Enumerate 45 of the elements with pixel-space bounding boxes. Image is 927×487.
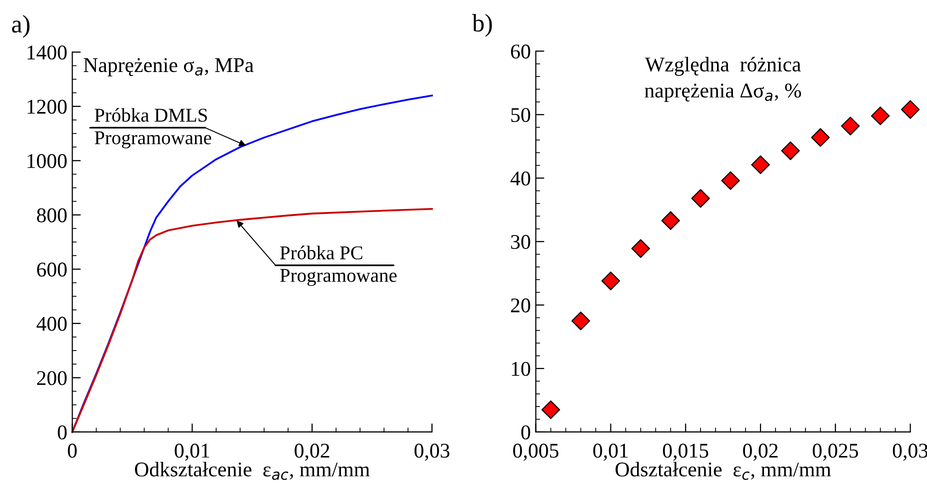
- x-tick-label: 0,01: [174, 444, 210, 461]
- point: [751, 155, 770, 174]
- x-tick-label: 0,03: [414, 444, 450, 461]
- y-tick-label: 40: [510, 171, 530, 186]
- y-tick-label: 50: [511, 108, 530, 122]
- x-axis-title: Odkształcenie ε$_{ac}$, mm/mm: [134, 462, 370, 480]
- y-tick-label: 200: [37, 371, 67, 386]
- point: [871, 106, 890, 126]
- point: [571, 312, 590, 330]
- x-tick-label: 0,02: [294, 444, 330, 461]
- y-tick-label: 1400: [28, 45, 67, 60]
- point: [811, 128, 830, 147]
- y-tick-label: 1000: [28, 154, 67, 168]
- x-tick-label: 0: [68, 444, 77, 458]
- y-axis-title: Naprężenie σ$_{a}$, MPa: [84, 58, 254, 76]
- y-axis-title: Względna różnica naprężenia Δσ$_{a}$, %: [644, 56, 802, 102]
- point: [691, 189, 710, 208]
- y-tick-label: 0: [521, 425, 530, 440]
- y-tick-label: 400: [36, 316, 67, 331]
- point: [631, 239, 650, 258]
- y-tick-label: 600: [37, 262, 67, 277]
- point: [900, 100, 920, 119]
- y-tick-label: 800: [36, 208, 67, 222]
- x-tick-label: 0,02: [743, 444, 778, 461]
- y-tick-label: 10: [512, 362, 530, 376]
- annotation: Próbka DMLS Programowane: [94, 108, 212, 148]
- x-tick-label: 0,015: [662, 444, 708, 461]
- point: [661, 211, 680, 230]
- x-tick-label: 0,01: [593, 444, 628, 461]
- chart-title: a): [12, 15, 30, 38]
- y-tick-label: 30: [511, 234, 530, 249]
- chart-title: b): [472, 14, 492, 37]
- point: [601, 272, 620, 290]
- annotation: Próbka PC Programowane: [280, 246, 397, 286]
- x-tick-label: 0,025: [812, 444, 858, 461]
- point: [721, 171, 740, 190]
- point: [781, 141, 800, 160]
- y-tick-label: 20: [511, 298, 530, 312]
- x-axis-title: Odształcenie ε$_{c}$, mm/mm: [616, 462, 831, 480]
- y-tick-label: 0: [58, 425, 67, 440]
- y-tick-label: 1200: [28, 100, 67, 114]
- y-tick-label: 60: [511, 44, 530, 59]
- point: [841, 116, 860, 136]
- point: [541, 400, 560, 420]
- x-tick-label: 0,005: [513, 444, 558, 461]
